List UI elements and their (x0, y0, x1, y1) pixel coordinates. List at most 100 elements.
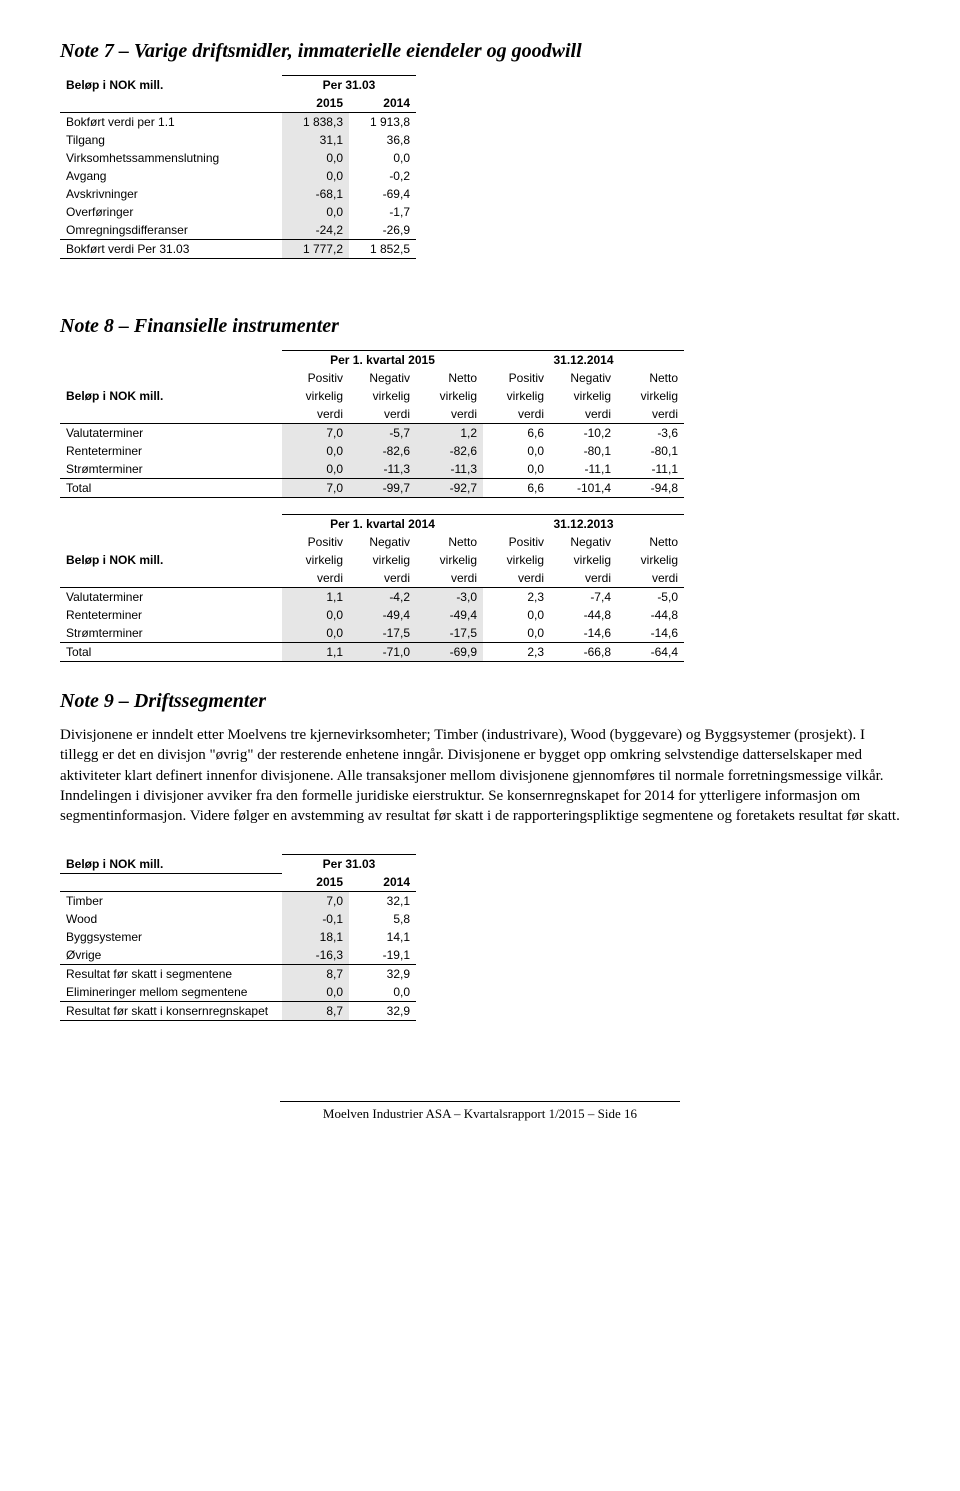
note7-total-v1: 1 777,2 (282, 240, 349, 259)
col-head: virkelig (282, 387, 349, 405)
table-cell: -80,1 (617, 442, 684, 460)
table-cell: -82,6 (416, 442, 483, 460)
col-head: virkelig (617, 387, 684, 405)
col-head: verdi (416, 405, 483, 424)
note8-unit-label-b: Beløp i NOK mill. (60, 551, 282, 569)
table-cell: 0,0 (282, 203, 349, 221)
table-row-label: Omregningsdifferanser (60, 221, 282, 240)
table-row-label: Timber (60, 892, 282, 911)
col-head: verdi (349, 569, 416, 588)
col-head: Negativ (349, 369, 416, 387)
col-head: Negativ (349, 533, 416, 551)
col-head: verdi (483, 405, 550, 424)
table-cell: 0,0 (483, 606, 550, 624)
col-head: verdi (282, 569, 349, 588)
table-cell: 0,0 (282, 624, 349, 643)
table-cell: 14,1 (349, 928, 416, 946)
note9-title: Note 9 – Driftssegmenter (60, 690, 900, 713)
table-row-label: Strømterminer (60, 624, 282, 643)
table-cell: -5,7 (349, 424, 416, 443)
table-cell: -10,2 (550, 424, 617, 443)
table-cell: -49,4 (349, 606, 416, 624)
table-cell: 1,2 (416, 424, 483, 443)
table-cell: 0,0 (282, 149, 349, 167)
col-head: Netto (416, 533, 483, 551)
table-cell: -4,2 (349, 588, 416, 607)
col-head: virkelig (349, 387, 416, 405)
table-cell: -26,9 (349, 221, 416, 240)
table-cell: -3,0 (416, 588, 483, 607)
table-row-label: Valutaterminer (60, 424, 282, 443)
note8-table-b: Per 1. kvartal 2014 31.12.2013 Positiv N… (60, 514, 684, 662)
col-head: verdi (550, 405, 617, 424)
table-cell: 0,0 (282, 983, 349, 1002)
table-cell: 0,0 (483, 624, 550, 643)
col-head: Positiv (282, 369, 349, 387)
table-cell: 7,0 (282, 892, 349, 911)
table-cell: 1,1 (282, 588, 349, 607)
note9-subtotal-label: Resultat før skatt i segmentene (60, 965, 282, 984)
table-cell: -92,7 (416, 479, 483, 498)
note8-unit-label: Beløp i NOK mill. (60, 387, 282, 405)
col-head: virkelig (349, 551, 416, 569)
note9-total-label: Resultat før skatt i konsernregnskapet (60, 1002, 282, 1021)
table-cell: 0,0 (282, 442, 349, 460)
table-cell: 8,7 (282, 1002, 349, 1021)
col-head: virkelig (282, 551, 349, 569)
table-cell: -49,4 (416, 606, 483, 624)
note7-unit-label: Beløp i NOK mill. (60, 76, 282, 95)
table-row-label: Strømterminer (60, 460, 282, 479)
table-cell: 36,8 (349, 131, 416, 149)
table-cell: -44,8 (550, 606, 617, 624)
table-cell: -11,3 (349, 460, 416, 479)
table-cell: -69,9 (416, 643, 483, 662)
table-row-label: Renteterminer (60, 442, 282, 460)
table-cell: -17,5 (349, 624, 416, 643)
table-cell: 0,0 (483, 460, 550, 479)
table-cell: -44,8 (617, 606, 684, 624)
table-cell: -69,4 (349, 185, 416, 203)
note9-unit-label: Beløp i NOK mill. (60, 855, 282, 874)
table-cell: 0,0 (282, 167, 349, 185)
table-row-label: Virksomhetssammenslutning (60, 149, 282, 167)
table-row-label: Øvrige (60, 946, 282, 965)
col-head: virkelig (550, 551, 617, 569)
note8-title: Note 8 – Finansielle instrumenter (60, 315, 900, 338)
note7-year2: 2014 (349, 94, 416, 113)
note9-body: Divisjonene er inndelt etter Moelvens tr… (60, 725, 900, 826)
table-cell: -0,2 (349, 167, 416, 185)
table-cell: 1 913,8 (349, 113, 416, 132)
note7-total-label: Bokført verdi Per 31.03 (60, 240, 282, 259)
note8b-total-label: Total (60, 643, 282, 662)
table-cell: -99,7 (349, 479, 416, 498)
col-head: verdi (617, 569, 684, 588)
col-head: verdi (349, 405, 416, 424)
table-cell: 0,0 (483, 442, 550, 460)
table-cell: -11,1 (617, 460, 684, 479)
table-cell: 1 838,3 (282, 113, 349, 132)
note7-total-v2: 1 852,5 (349, 240, 416, 259)
note9-year2: 2014 (349, 873, 416, 892)
note8b-period-left: Per 1. kvartal 2014 (282, 515, 483, 534)
table-cell: 0,0 (282, 606, 349, 624)
table-row-label: Bokført verdi per 1.1 (60, 113, 282, 132)
table-cell: 7,0 (282, 424, 349, 443)
note7-title: Note 7 – Varige driftsmidler, immateriel… (60, 40, 900, 63)
col-head: virkelig (483, 387, 550, 405)
table-row-label: Tilgang (60, 131, 282, 149)
table-row-label: Valutaterminer (60, 588, 282, 607)
col-head: virkelig (483, 551, 550, 569)
table-cell: -66,8 (550, 643, 617, 662)
table-cell: -71,0 (349, 643, 416, 662)
col-head: verdi (282, 405, 349, 424)
col-head: Negativ (550, 533, 617, 551)
table-cell: -101,4 (550, 479, 617, 498)
col-head: Netto (617, 533, 684, 551)
col-head: Positiv (483, 533, 550, 551)
note7-period-label: Per 31.03 (282, 76, 416, 95)
col-head: verdi (483, 569, 550, 588)
table-cell: -14,6 (617, 624, 684, 643)
col-head: virkelig (617, 551, 684, 569)
table-cell: 7,0 (282, 479, 349, 498)
table-cell: 2,3 (483, 588, 550, 607)
